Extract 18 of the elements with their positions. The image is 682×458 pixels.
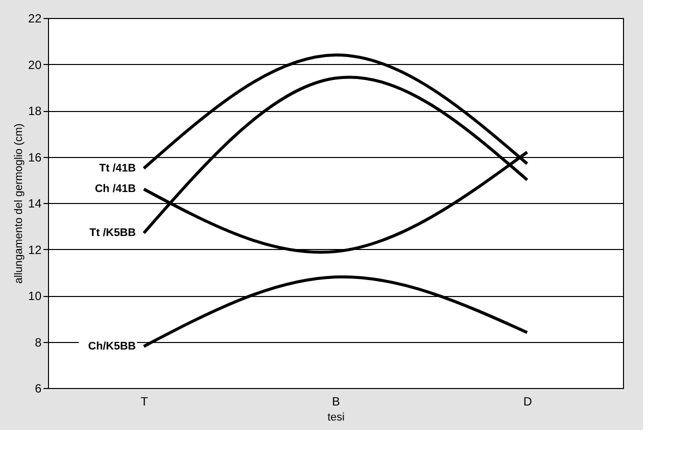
y-axis-title: allungamento del germoglio (cm) xyxy=(13,123,26,284)
series-label: Tt /K5BB xyxy=(89,227,136,240)
y-tick-label: 18 xyxy=(28,104,42,118)
x-axis-title: tesi xyxy=(327,412,345,424)
series-label: Tt /41B xyxy=(99,162,136,174)
y-tick-label: 20 xyxy=(28,58,42,72)
x-tick-label: B xyxy=(332,394,340,408)
y-tick-label: 14 xyxy=(28,196,42,210)
y-tick-label: 16 xyxy=(28,150,42,164)
series-label: Ch /41B xyxy=(94,183,136,196)
y-tick-label: 22 xyxy=(28,12,42,26)
series-label: Ch/K5BB xyxy=(88,340,136,352)
y-tick-label: 8 xyxy=(34,335,42,350)
y-tick-label: 6 xyxy=(34,382,42,396)
x-tick-label: T xyxy=(140,394,149,408)
x-tick-label: D xyxy=(523,394,532,408)
y-tick-label: 10 xyxy=(28,289,42,303)
y-tick-label: 12 xyxy=(28,242,42,257)
